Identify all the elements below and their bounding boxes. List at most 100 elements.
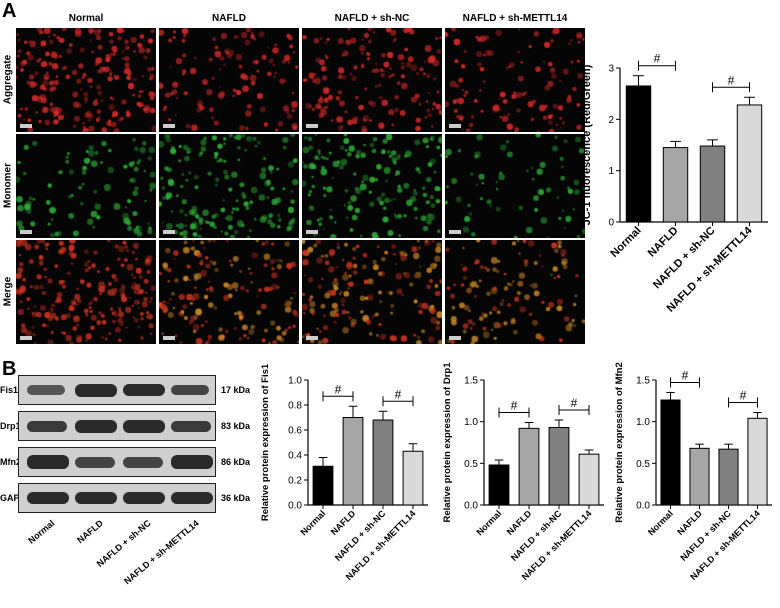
scale-bar [20,336,32,340]
y-tick-label: 0.0 [636,501,650,512]
bar-2 [518,427,540,506]
panel-b-letter: B [2,358,17,380]
x-tick-label: Normal [474,508,503,537]
row-label-aggregate: Aggregate [2,54,14,105]
band [27,421,67,432]
band [75,492,117,504]
significance-marker: # [571,396,578,410]
y-tick-label: 0.5 [636,459,650,470]
scale-bar [163,230,175,234]
mfn2-bar-chart: Relative protein expression of Mfn2 0.0 0.… [614,362,772,582]
bar-4 [578,453,600,506]
scale-bar [306,124,318,128]
column-header-nafld-sh-mettl14: NAFLD + sh-METTL14 [462,13,568,24]
bar-2 [662,147,689,223]
micrograph-merge-2 [159,240,299,344]
kda-label-mfn2: 86 kDa [221,457,251,467]
significance-marker: # [682,369,689,383]
scale-bar [306,336,318,340]
lane-label-normal: Normal [26,518,57,546]
significance-marker: # [335,382,342,396]
micrograph-monomer-1 [16,134,156,238]
row-label-monomer: Monomer [2,163,14,208]
scale-bar [20,230,32,234]
x-tick-label: NAFLD + sh-NC [678,508,733,563]
y-tick-label: 1.5 [464,376,478,387]
jc1-bar-chart: JC-1 fluorescence (Red/Green) 0 1 2 3 Normal N… [581,52,768,315]
blot-label-mfn2: Mfn2 [0,457,21,467]
y-tick-label: 0.4 [288,451,302,462]
column-header-nafld: NAFLD [212,13,246,24]
scale-bar [449,336,461,340]
x-tick-label: Normal [646,508,675,537]
x-tick-label: Normal [608,225,643,260]
blot-strip-gapdh [18,483,216,513]
y-tick-label: 0.6 [288,426,302,437]
x-tick-label: NAFLD + sh-NC [509,508,564,563]
x-tick-label: NAFLD + sh-NC [333,508,388,563]
bar-1 [488,464,510,506]
bar-2 [342,417,364,506]
micrograph-monomer-4 [445,134,585,238]
band [123,457,163,468]
band [171,492,213,504]
drp1-bar-chart: Relative protein expression of Drp1 0.0 0.… [442,362,604,582]
significance-marker: # [728,73,735,87]
fis1-bar-chart: Relative protein expression of Fis1 0.0 0.… [260,363,428,582]
scale-bar [306,230,318,234]
blot-strip-fis1 [18,375,216,405]
scale-bar [449,230,461,234]
micrograph-monomer-3 [302,134,442,238]
y-tick-label: 0 [608,218,614,229]
micrograph-monomer-2 [159,134,299,238]
blot-label-fis1: Fis1 [0,385,19,395]
blot-label-gapdh: GAPDH [0,493,33,503]
bar-1 [312,465,334,506]
kda-label-gapdh: 36 kDa [221,493,251,503]
blot-strip-mfn2 [18,447,216,477]
bar-3 [372,419,394,506]
y-tick-label: 1 [608,166,614,177]
y-tick-label: 3 [608,64,614,75]
micrograph-merge-3 [302,240,442,344]
y-axis-label: Relative protein expression of Fis1 [260,363,271,521]
y-tick-label: 0.5 [464,459,478,470]
micrograph-aggregate-1 [16,28,156,132]
x-tick-label: Normal [298,508,327,537]
significance-marker: # [511,399,518,413]
blot-label-drp1: Drp1 [0,421,21,431]
y-axis-label: Relative protein expression of Drp1 [442,362,453,522]
bar-1 [625,85,652,223]
band [171,421,211,432]
y-tick-label: 1.0 [636,417,650,428]
significance-marker: # [395,387,402,401]
band [75,384,117,397]
column-header-normal: Normal [68,13,104,24]
bar-4 [747,417,768,506]
bar-1 [660,399,681,506]
bar-3 [548,427,570,506]
micrograph-aggregate-3 [302,28,442,132]
band [171,455,213,469]
bar-3 [718,448,739,506]
band [123,492,165,504]
band [75,457,115,468]
x-tick-label: NAFLD [505,508,534,537]
x-tick-label: NAFLD [675,508,704,537]
scale-bar [449,124,461,128]
blot-strip-drp1 [18,411,216,441]
band [123,384,165,396]
kda-label-fis1: 17 kDa [221,385,251,395]
y-axis-label: JC-1 fluorescence (Red/Green) [581,64,593,225]
band [171,385,209,395]
y-tick-label: 1.0 [464,417,478,428]
column-header-nafld-sh-nc: NAFLD + sh-NC [334,13,410,24]
micrograph-merge-4 [445,240,585,344]
scale-bar [20,124,32,128]
y-tick-label: 2 [608,115,614,126]
y-tick-label: 0.8 [288,401,302,412]
panel-a-letter: A [2,0,17,22]
micrograph-aggregate-2 [159,28,299,132]
x-tick-label: NAFLD [646,225,681,260]
y-tick-label: 0.0 [464,501,478,512]
